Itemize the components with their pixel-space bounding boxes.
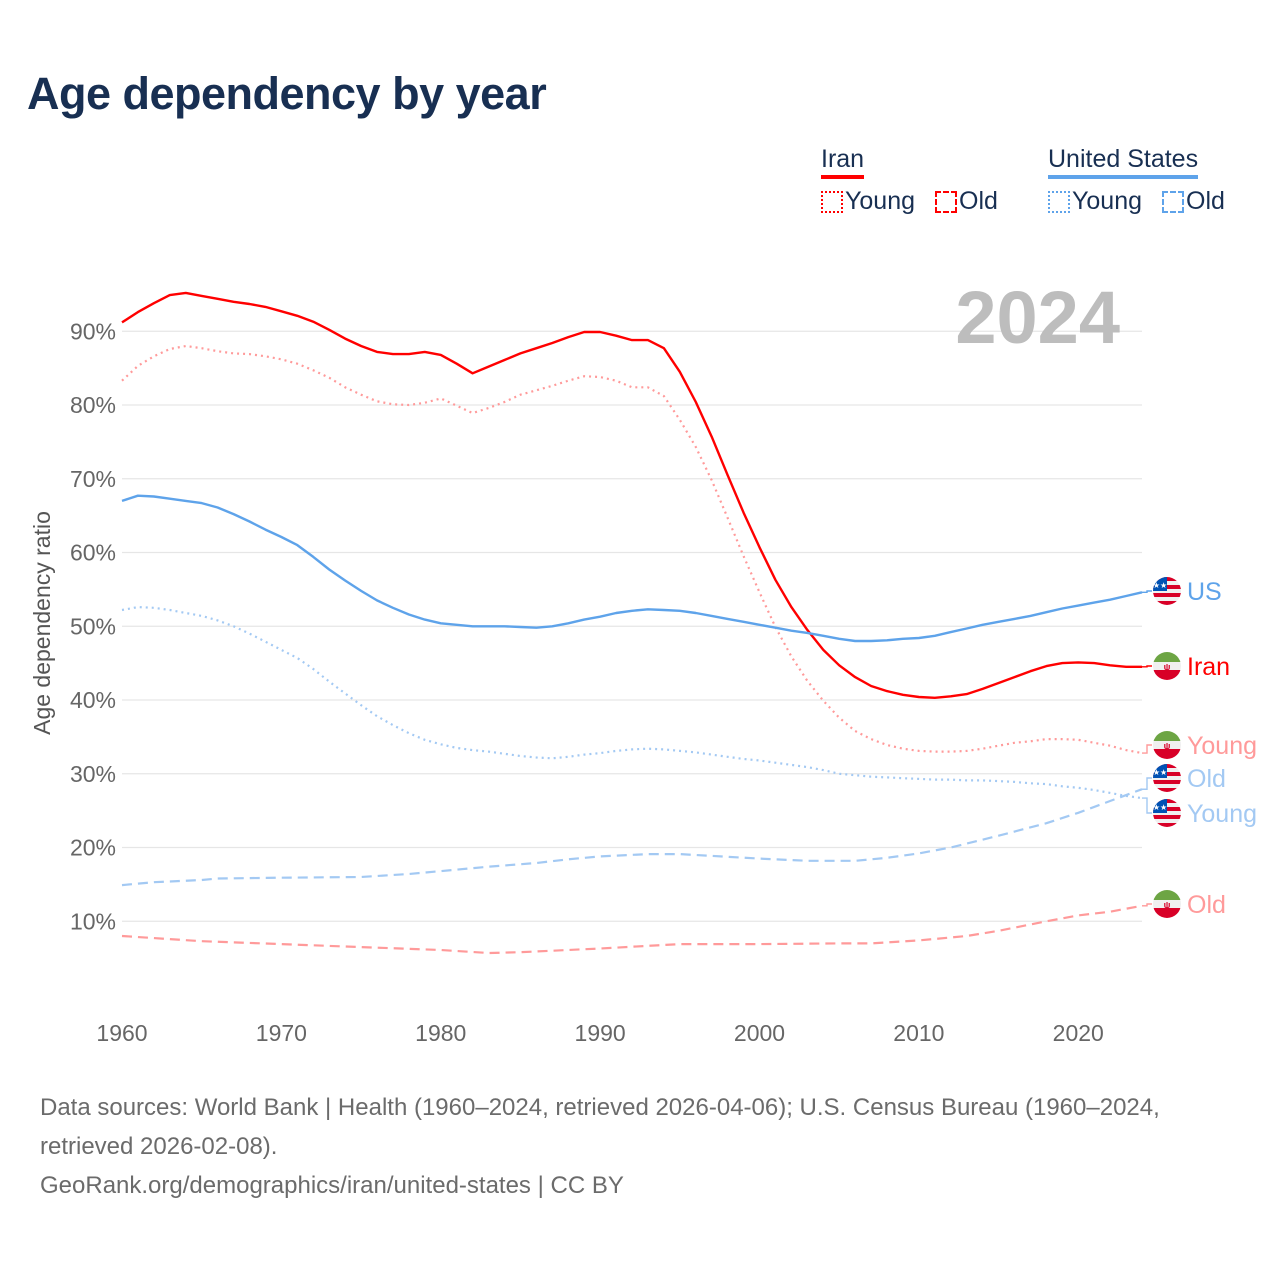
series-line-iran-old[interactable] (121, 904, 1143, 955)
y-tick-label: 50% (70, 613, 116, 639)
legend-label: Old (959, 187, 998, 215)
legend-label: Young (845, 187, 915, 215)
x-tick-label: 1970 (256, 1020, 307, 1046)
legend-title-iran[interactable]: Iran (821, 145, 865, 179)
legend-title-us[interactable]: United States (1048, 145, 1199, 179)
label-connector (1142, 903, 1152, 907)
series-line-iran-young[interactable] (121, 344, 1143, 755)
legend-item-us-old[interactable]: Old (1162, 187, 1225, 216)
legend-item-iran-old[interactable]: Old (935, 187, 998, 216)
y-tick-label: 10% (70, 908, 116, 934)
y-tick-label: 90% (70, 318, 116, 344)
y-tick-label: 80% (70, 392, 116, 418)
iran-flag-icon: ψ (1153, 731, 1181, 759)
year-watermark: 2024 (955, 276, 1120, 359)
x-tick-label: 2010 (893, 1020, 944, 1046)
legend-group-us: United States Young Old (1048, 145, 1239, 216)
series-line-united-states-old[interactable] (121, 788, 1143, 887)
footer: Data sources: World Bank | Health (1960–… (40, 1088, 1250, 1205)
iran-flag-icon: ψ (1153, 890, 1181, 918)
svg-text:ψ: ψ (1164, 662, 1171, 672)
y-tick-label: 60% (70, 540, 116, 566)
x-tick-label: 1960 (96, 1020, 147, 1046)
svg-text:★★: ★★ (1153, 768, 1167, 777)
legend-item-iran-young[interactable]: Young (821, 187, 915, 216)
svg-text:ψ: ψ (1164, 741, 1171, 751)
data-sources: Data sources: World Bank | Health (1960–… (40, 1094, 1160, 1160)
label-connector (1142, 797, 1152, 814)
series-line-iran[interactable] (121, 291, 1142, 699)
x-tick-label: 2020 (1053, 1020, 1104, 1046)
svg-text:★★: ★★ (1153, 803, 1167, 812)
label-connector (1142, 590, 1152, 594)
legend-group-iran: Iran Young Old (821, 145, 1012, 216)
iran-flag-icon: ψ (1153, 652, 1181, 680)
dashed-swatch-icon (1162, 190, 1184, 213)
y-axis-label: Age dependency ratio (29, 511, 55, 735)
y-tick-label: 40% (70, 687, 116, 713)
series-end-label: Old (1187, 891, 1226, 919)
x-tick-label: 2000 (734, 1020, 785, 1046)
svg-text:ψ: ψ (1164, 900, 1171, 910)
series-line-united-states[interactable] (121, 494, 1143, 643)
us-flag-icon: ★★ (1153, 577, 1181, 605)
us-flag-icon: ★★ (1153, 764, 1181, 792)
dotted-swatch-icon (1048, 190, 1070, 213)
x-tick-label: 1990 (575, 1020, 626, 1046)
legend-label: Old (1186, 187, 1225, 215)
series-end-label: Old (1187, 765, 1226, 793)
y-tick-label: 30% (70, 761, 116, 787)
y-tick-label: 70% (70, 466, 116, 492)
series-end-label: US (1187, 578, 1222, 606)
svg-text:★★: ★★ (1153, 581, 1167, 590)
series-end-label: Young (1187, 732, 1257, 760)
series-end-label: Iran (1187, 653, 1230, 681)
chart-title: Age dependency by year (27, 68, 547, 119)
series-end-label: Young (1187, 800, 1257, 828)
label-connector (1142, 665, 1152, 668)
legend-item-us-young[interactable]: Young (1048, 187, 1142, 216)
x-tick-label: 1980 (415, 1020, 466, 1046)
dotted-swatch-icon (821, 190, 843, 213)
y-tick-label: 20% (70, 835, 116, 861)
label-connector (1142, 777, 1152, 790)
series-line-united-states-young[interactable] (121, 606, 1143, 800)
legend-label: Young (1072, 187, 1142, 215)
source-link[interactable]: GeoRank.org/demographics/iran/united-sta… (40, 1172, 624, 1199)
us-flag-icon: ★★ (1153, 799, 1181, 827)
label-connector (1142, 744, 1152, 754)
dashed-swatch-icon (935, 190, 957, 213)
